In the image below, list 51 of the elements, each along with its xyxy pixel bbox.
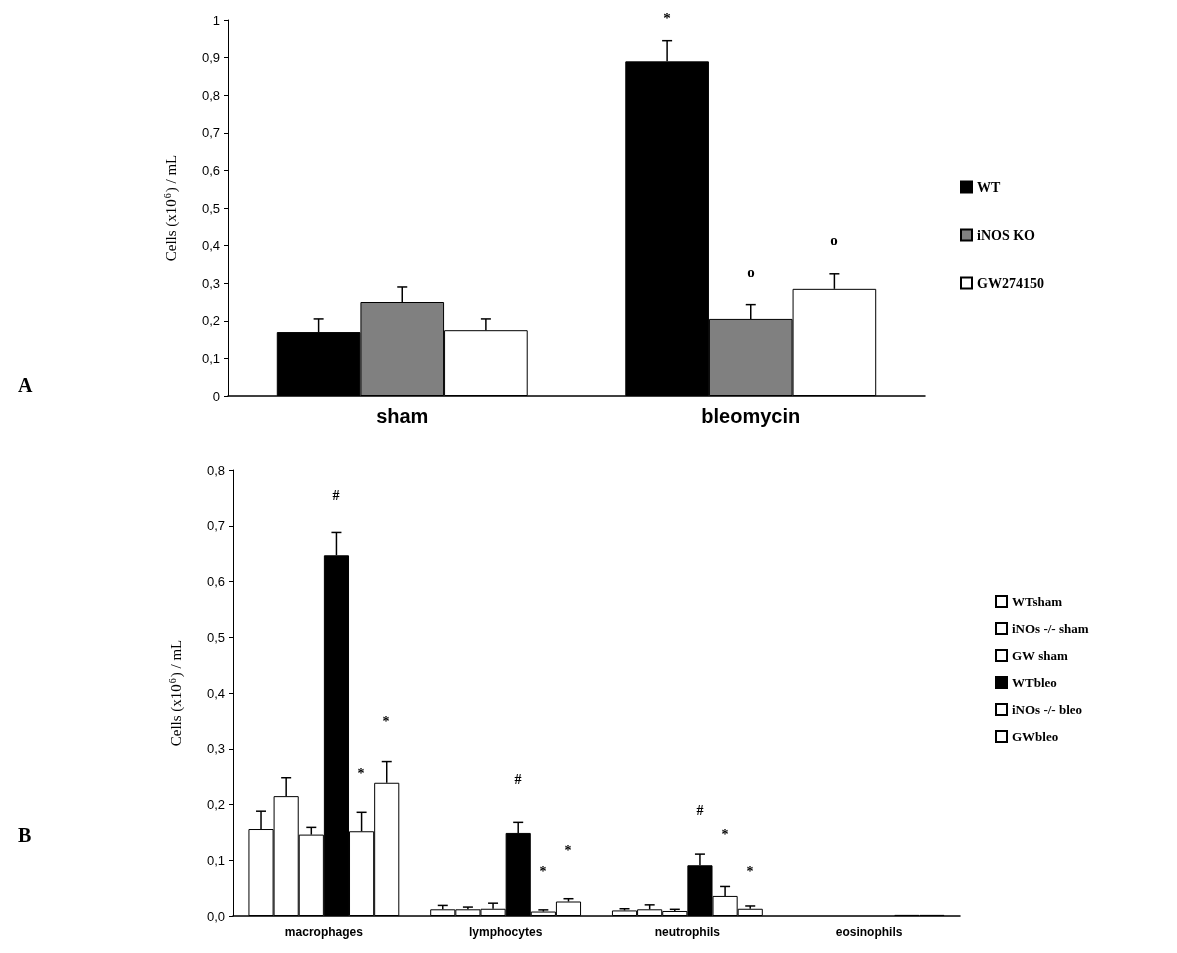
x-tick-label: neutrophils [654,925,721,939]
y-axis-title: Cells (x106) / mL [161,154,180,262]
y-tick-label: 0,6 [206,574,225,589]
x-tick-label: lymphocytes [468,925,543,939]
annotation: * [564,842,572,858]
x-tick-label: sham [376,405,429,427]
annotation: * [721,826,729,842]
y-tick-label: 0,2 [206,797,225,812]
annotation: o [747,264,755,280]
y-tick-label: 0,5 [201,200,220,216]
y-tick-label: 0,2 [201,313,220,329]
y-tick-label: 0,3 [201,275,220,291]
y-tick-label: 1 [212,12,220,28]
y-tick-label: 0,4 [201,238,220,254]
y-tick-label: 0,9 [201,50,220,66]
legend-label: iNOS KO [977,227,1036,243]
annotation: * [539,863,547,879]
annotation: * [663,10,671,26]
y-tick-label: 0,4 [206,685,225,701]
text: A [18,374,33,396]
legend-label: iNOs -/- bleo [1012,702,1083,717]
legend-label: GWbleo [1012,729,1059,744]
y-tick-label: 0,8 [206,462,225,478]
y-tick-label: 0,1 [206,852,225,868]
legend-label: GW sham [1012,648,1068,663]
y-tick-label: 0,7 [201,125,220,141]
legend-label: GW274150 [977,275,1044,291]
legend-label: WTbleo [1012,675,1057,690]
y-tick-label: 0,3 [206,741,225,757]
x-tick-label: macrophages [284,925,364,939]
y-tick-label: 0,0 [206,908,225,924]
legend-label: iNOs -/- sham [1012,621,1089,636]
annotation: o [830,232,838,248]
text: B [18,824,32,846]
y-tick-label: 0,7 [206,518,225,534]
annotation: # [332,487,340,503]
legend-label: WT [977,179,1001,195]
annotation: # [514,771,522,787]
y-tick-label: 0,1 [201,350,220,366]
annotation: * [746,863,754,879]
y-axis-title: Cells (x106) / mL [166,639,185,747]
annotation: * [357,765,365,781]
y-tick-label: 0 [212,388,220,404]
x-tick-label: bleomycin [701,405,801,427]
annotation: # [696,802,704,818]
x-tick-label: eosinophils [835,925,903,939]
y-tick-label: 0,8 [201,87,220,103]
y-tick-label: 0,5 [206,629,225,645]
legend-label: WTsham [1012,594,1063,609]
annotation: * [382,713,390,729]
y-tick-label: 0,6 [201,162,220,178]
